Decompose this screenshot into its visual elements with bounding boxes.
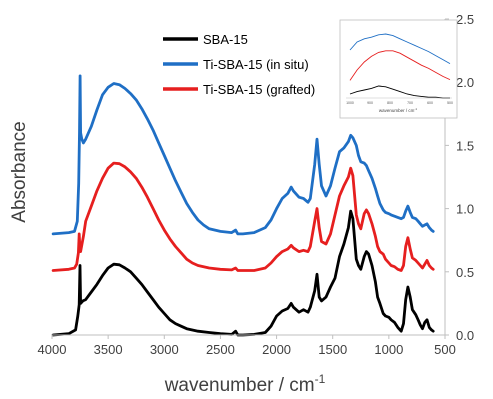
y-axis-ticks: 0.0 0.5 1.0 1.5 2.0 2.5 <box>445 12 474 343</box>
y-tick-label: 0.0 <box>456 328 474 343</box>
plot-area <box>51 74 435 337</box>
inset-series-line-1 <box>349 50 451 81</box>
y-tick-label: 1.5 <box>456 138 474 153</box>
inset-frame <box>339 19 458 119</box>
x-axis-label-text: wavenumber / cm <box>164 375 315 396</box>
inset-x-tick-label: 500 <box>447 101 453 105</box>
series-line-1 <box>51 74 435 236</box>
legend-label-0: SBA-15 <box>203 32 248 47</box>
y-tick-label: 0.5 <box>456 265 474 280</box>
series-line-0 <box>51 209 435 337</box>
legend-label-2: Ti-SBA-15 (grafted) <box>203 82 315 97</box>
inset-x-tick-label: 800 <box>387 101 393 105</box>
inset-series-line-2 <box>349 85 450 99</box>
x-tick-label: 3500 <box>94 342 123 357</box>
x-tick-label: 500 <box>434 342 456 357</box>
inset-x-ticks: 1000 900 800 700 600 500 <box>346 101 453 105</box>
inset-series-line-0 <box>349 33 451 64</box>
x-tick-label: 2000 <box>262 342 291 357</box>
legend: SBA-15 Ti-SBA-15 (in situ) Ti-SBA-15 (graf… <box>163 32 315 97</box>
y-tick-label: 2.5 <box>456 12 474 27</box>
inset-plot-area <box>349 33 451 99</box>
inset-x-tick-label: 1000 <box>346 101 354 105</box>
x-axis-ticks: 4000 3500 3000 2500 2000 1500 1000 500 <box>38 335 456 357</box>
x-tick-label: 1500 <box>318 342 347 357</box>
x-axis-label-superscript: -1 <box>315 372 326 386</box>
legend-label-1: Ti-SBA-15 (in situ) <box>203 57 309 72</box>
x-tick-label: 3000 <box>150 342 179 357</box>
y-axis-label: Absorbance <box>9 121 30 222</box>
x-axis-label: wavenumber / cm-1 <box>164 372 326 396</box>
inset-x-tick-label: 700 <box>407 101 413 105</box>
inset-x-tick-label: 600 <box>427 101 433 105</box>
series-line-2 <box>51 161 435 272</box>
inset-x-axis-label-superscript: -1 <box>414 107 417 111</box>
inset-chart: 1000 900 800 700 600 500 wavenumber / cm-1 <box>339 19 458 119</box>
inset-x-tick-label: 900 <box>367 101 373 105</box>
y-tick-label: 1.0 <box>456 202 474 217</box>
y-tick-label: 2.0 <box>456 75 474 90</box>
x-tick-label: 4000 <box>38 342 67 357</box>
x-tick-label: 2500 <box>206 342 235 357</box>
inset-x-axis-label: wavenumber / cm-1 <box>379 107 418 113</box>
x-tick-label: 1000 <box>374 342 403 357</box>
inset-x-axis-label-text: wavenumber / cm <box>379 108 415 113</box>
